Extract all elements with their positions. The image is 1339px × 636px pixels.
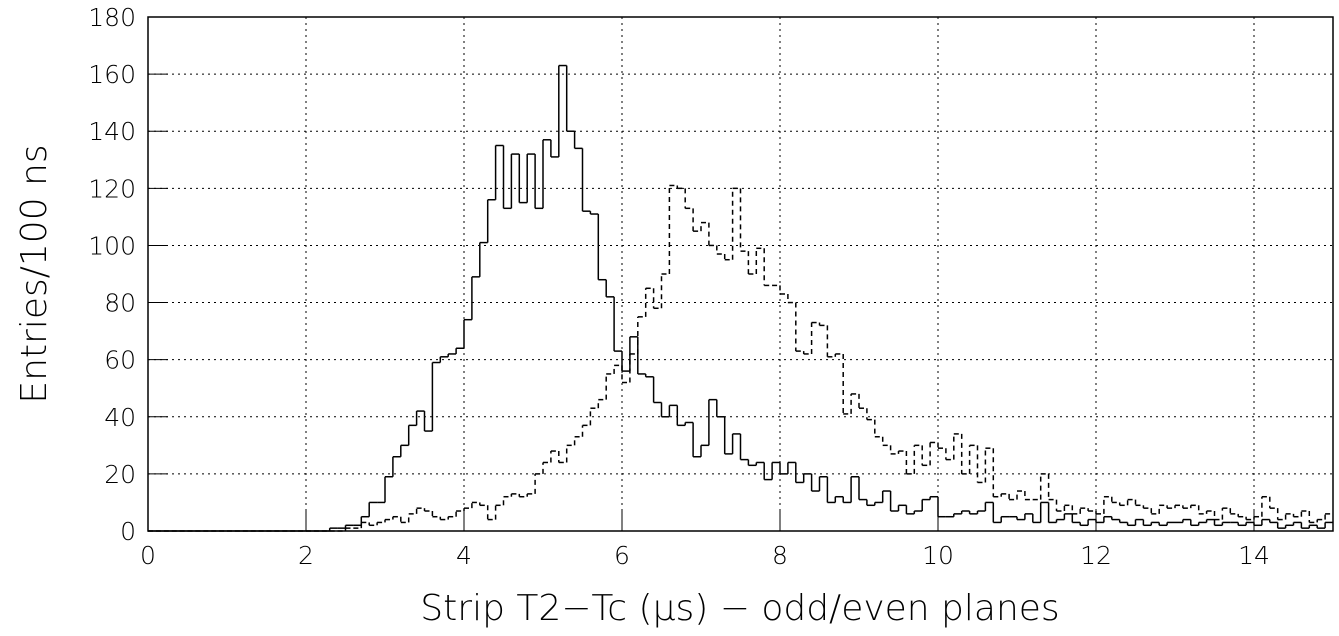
y-tick-label: 80 <box>104 289 136 318</box>
y-axis-label: Entries/100 ns <box>14 144 55 403</box>
x-tick-label: 8 <box>772 541 788 570</box>
y-tick-label: 40 <box>104 403 136 432</box>
y-tick-label: 20 <box>104 460 136 489</box>
y-tick-label: 100 <box>88 231 136 260</box>
x-tick-label: 4 <box>456 541 472 570</box>
x-tick-label: 12 <box>1080 541 1112 570</box>
x-tick-label: 0 <box>140 541 156 570</box>
y-tick-label: 120 <box>88 174 136 203</box>
x-tick-label: 2 <box>298 541 314 570</box>
y-tick-label: 160 <box>88 60 136 89</box>
y-tick-label: 140 <box>88 117 136 146</box>
y-tick-label: 0 <box>120 517 136 546</box>
x-tick-label: 14 <box>1238 541 1270 570</box>
plot-frame <box>147 16 1334 532</box>
y-tick-label: 180 <box>88 3 136 32</box>
x-tick-label: 10 <box>922 541 954 570</box>
y-tick-label: 60 <box>104 346 136 375</box>
x-tick-label: 6 <box>614 541 630 570</box>
x-axis-label: Strip T2−Tc (μs) − odd/even planes <box>420 588 1059 629</box>
